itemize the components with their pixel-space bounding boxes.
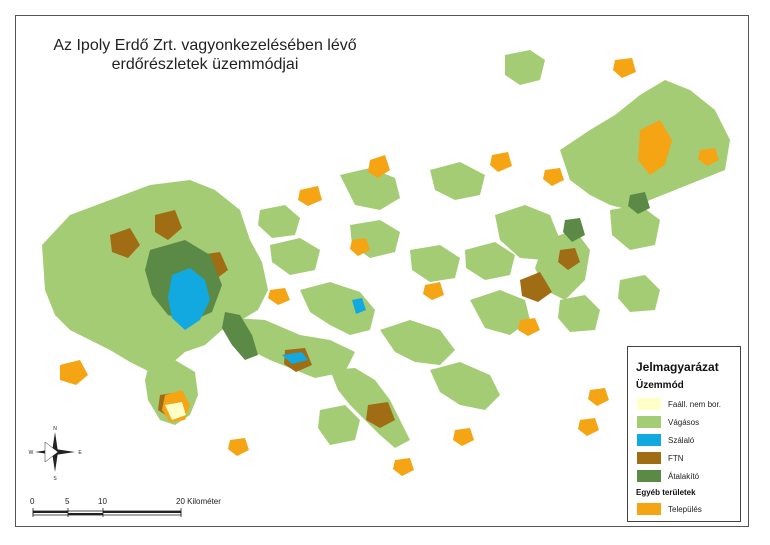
legend-title: Jelmagyarázat (636, 360, 719, 374)
legend-swatch-ftn (637, 452, 661, 464)
legend-section-egyeb: Egyéb területek (636, 488, 696, 497)
scale-label-10: 10 (98, 497, 107, 506)
north-arrow-icon: N S E W (29, 426, 83, 482)
legend-swatch-szalalo (637, 434, 661, 446)
forest-parcels-vagasos (42, 50, 730, 448)
legend-swatch-faall (637, 398, 661, 410)
scale-label-0: 0 (30, 497, 35, 506)
scale-label-5: 5 (65, 497, 70, 506)
legend-label-atalakito: Átalakító (668, 472, 700, 481)
map-title-line2: erdőrészletek üzemmódjai (111, 56, 299, 73)
forest-parcels-faall (165, 402, 186, 420)
legend-label-szalalo: Szálaló (668, 436, 695, 445)
legend-label-ftn: FTN (668, 454, 684, 463)
map-title: Az Ipoly Erdő Zrt. vagyonkezelésében lév… (40, 36, 370, 74)
scale-label-20: 20 Kilométer (176, 497, 221, 506)
scale-bar (32, 508, 182, 517)
compass-s-label: S (53, 476, 57, 482)
legend-label-telepules: Település (668, 505, 702, 514)
map-title-line1: Az Ipoly Erdő Zrt. vagyonkezelésében lév… (53, 37, 357, 54)
map-frame (15, 15, 749, 527)
legend-label-vagasos: Vágásos (668, 418, 700, 427)
legend-section-uzemmod: Üzemmód (636, 380, 684, 391)
legend-swatch-telepules (637, 503, 661, 515)
legend: Jelmagyarázat Üzemmód Faáll. nem bor. Vá… (627, 346, 741, 522)
forest-parcels-szalalo (168, 268, 366, 364)
legend-swatch-vagasos (637, 416, 661, 428)
legend-swatch-atalakito (637, 470, 661, 482)
legend-label-faall: Faáll. nem bor. (668, 400, 721, 409)
compass-w-label: W (29, 450, 34, 456)
compass-n-label: N (53, 426, 57, 432)
compass-e-label: E (78, 450, 82, 456)
